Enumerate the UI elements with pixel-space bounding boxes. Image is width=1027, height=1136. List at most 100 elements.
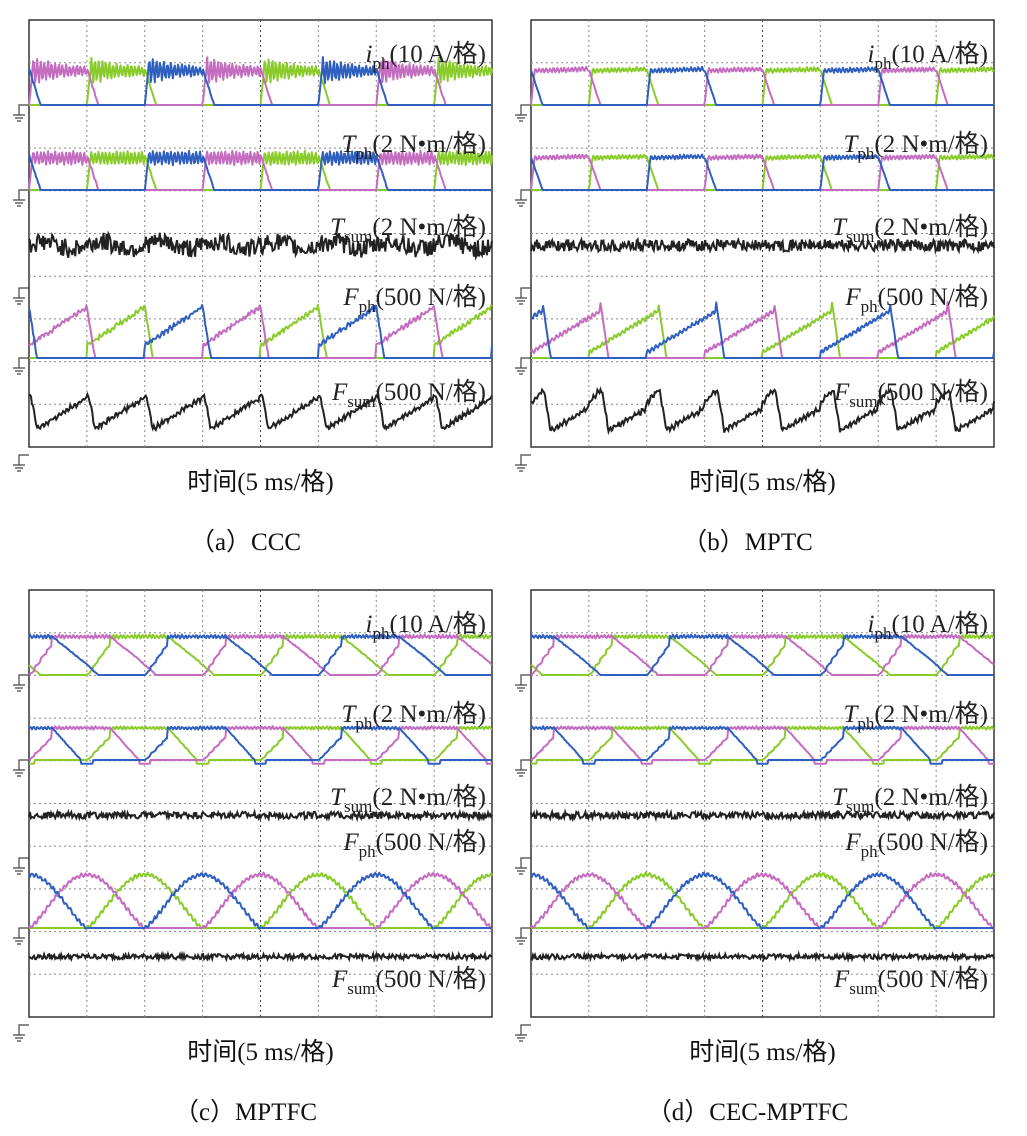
channel-subscript: sum bbox=[347, 392, 375, 411]
channel-label-fph: Fph(500 N/格) bbox=[342, 828, 486, 861]
subfigure-caption: （c）MPTFC bbox=[174, 1098, 317, 1126]
subfigure-caption: （a）CCC bbox=[190, 528, 301, 556]
fph-trace-phase-a bbox=[28, 303, 493, 359]
channel-subscript: sum bbox=[344, 227, 372, 246]
channel-subscript: ph bbox=[857, 714, 875, 733]
channel-label-tsum: Tsum(2 N•m/格) bbox=[832, 213, 988, 246]
channel-label-fsum: Fsum(500 N/格) bbox=[833, 378, 988, 411]
channel-subscript: sum bbox=[344, 797, 372, 816]
channel-scale: (10 A/格) bbox=[891, 40, 988, 68]
channel-label-tsum: Tsum(2 N•m/格) bbox=[330, 213, 486, 246]
ground-marker-icon bbox=[515, 857, 531, 875]
channel-label-fph: Fph(500 N/格) bbox=[844, 283, 988, 316]
channel-scale: (2 N•m/格) bbox=[372, 130, 486, 158]
tsum-trace bbox=[530, 235, 995, 255]
channel-symbol: F bbox=[844, 829, 861, 856]
panel-a: iph(10 A/格)Tph(2 N•m/格)Tsum(2 N•m/格)Fph(… bbox=[13, 19, 493, 556]
iph-trace-phase-a bbox=[28, 56, 492, 106]
ground-marker-icon bbox=[13, 1024, 29, 1042]
iph-trace-phase-c bbox=[28, 633, 492, 676]
tph-trace-phase-b bbox=[28, 725, 492, 765]
channel-subscript: sum bbox=[849, 392, 877, 411]
x-axis-label: 时间(5 ms/格) bbox=[187, 468, 334, 496]
channel-subscript: sum bbox=[846, 227, 874, 246]
channel-subscript: ph bbox=[372, 624, 390, 643]
channel-scale: (500 N/格) bbox=[878, 828, 988, 856]
channel-symbol: F bbox=[331, 379, 348, 406]
channel-scale: (10 A/格) bbox=[891, 610, 988, 638]
ground-marker-icon bbox=[515, 1024, 531, 1042]
channel-scale: (500 N/格) bbox=[376, 965, 486, 993]
ground-marker-icon bbox=[13, 189, 29, 207]
channel-scale: (2 N•m/格) bbox=[874, 783, 988, 811]
channel-label-tsum: Tsum(2 N•m/格) bbox=[330, 783, 486, 816]
ground-marker-icon bbox=[515, 759, 531, 777]
tph-trace-phase-c bbox=[29, 725, 493, 765]
channel-label-iph: iph(10 A/格) bbox=[366, 40, 486, 73]
tph-trace-phase-a bbox=[530, 153, 994, 191]
channel-symbol: T bbox=[341, 701, 357, 728]
channel-symbol: i bbox=[366, 611, 373, 638]
iph-trace-phase-c bbox=[530, 633, 995, 676]
ground-marker-icon bbox=[515, 357, 531, 375]
channel-scale: (2 N•m/格) bbox=[874, 213, 988, 241]
tph-trace-phase-a bbox=[28, 149, 492, 191]
channel-label-fph: Fph(500 N/格) bbox=[844, 828, 988, 861]
fph-trace-phase-a bbox=[530, 301, 995, 359]
channel-symbol: F bbox=[833, 379, 850, 406]
fph-trace-phase-b bbox=[530, 872, 995, 930]
ground-marker-icon bbox=[515, 674, 531, 692]
ground-marker-icon bbox=[13, 104, 29, 122]
channel-symbol: i bbox=[868, 41, 875, 68]
ground-marker-icon bbox=[13, 927, 29, 945]
channel-symbol: T bbox=[843, 701, 859, 728]
fph-trace-phase-b bbox=[530, 300, 994, 359]
channel-scale: (500 N/格) bbox=[878, 378, 988, 406]
fph-trace-phase-b bbox=[28, 871, 493, 930]
channel-label-fph: Fph(500 N/格) bbox=[342, 283, 486, 316]
iph-trace-phase-a bbox=[530, 633, 994, 676]
tph-trace-phase-a bbox=[28, 725, 492, 765]
channel-scale: (2 N•m/格) bbox=[874, 700, 988, 728]
channel-scale: (2 N•m/格) bbox=[372, 783, 486, 811]
tph-trace-phase-c bbox=[531, 725, 995, 765]
channel-label-iph: iph(10 A/格) bbox=[366, 610, 486, 643]
ground-marker-icon bbox=[13, 357, 29, 375]
iph-trace-phase-b bbox=[530, 633, 995, 676]
fsum-trace bbox=[28, 950, 492, 963]
x-axis-label: 时间(5 ms/格) bbox=[689, 1038, 836, 1066]
channel-subscript: sum bbox=[846, 797, 874, 816]
channel-symbol: T bbox=[341, 131, 357, 158]
ground-marker-icon bbox=[13, 857, 29, 875]
channel-scale: (2 N•m/格) bbox=[372, 700, 486, 728]
channel-label-iph: iph(10 A/格) bbox=[868, 40, 988, 73]
iph-trace-phase-b bbox=[28, 633, 493, 676]
fph-trace-phase-a bbox=[28, 871, 492, 930]
x-axis-label: 时间(5 ms/格) bbox=[689, 468, 836, 496]
channel-scale: (500 N/格) bbox=[376, 283, 486, 311]
channel-symbol: i bbox=[366, 41, 373, 68]
channel-label-tph: Tph(2 N•m/格) bbox=[843, 130, 988, 163]
ground-marker-icon bbox=[13, 287, 29, 305]
channel-scale: (500 N/格) bbox=[376, 378, 486, 406]
fsum-trace bbox=[530, 386, 995, 436]
channel-symbol: F bbox=[844, 284, 861, 311]
ground-marker-icon bbox=[13, 759, 29, 777]
channel-scale: (2 N•m/格) bbox=[874, 130, 988, 158]
ground-marker-icon bbox=[515, 287, 531, 305]
fsum-trace bbox=[28, 391, 493, 432]
channel-label-tsum: Tsum(2 N•m/格) bbox=[832, 783, 988, 816]
tsum-trace bbox=[530, 808, 995, 823]
ground-marker-icon bbox=[13, 454, 29, 472]
channel-label-tph: Tph(2 N•m/格) bbox=[341, 700, 486, 733]
channel-subscript: ph bbox=[359, 842, 377, 861]
channel-symbol: T bbox=[832, 214, 848, 241]
tsum-trace bbox=[28, 230, 493, 261]
ground-marker-icon bbox=[515, 454, 531, 472]
channel-scale: (500 N/格) bbox=[878, 965, 988, 993]
iph-trace-phase-a bbox=[530, 65, 994, 106]
channel-symbol: T bbox=[330, 784, 346, 811]
channel-label-fsum: Fsum(500 N/格) bbox=[331, 378, 486, 411]
channel-symbol: F bbox=[833, 966, 850, 993]
